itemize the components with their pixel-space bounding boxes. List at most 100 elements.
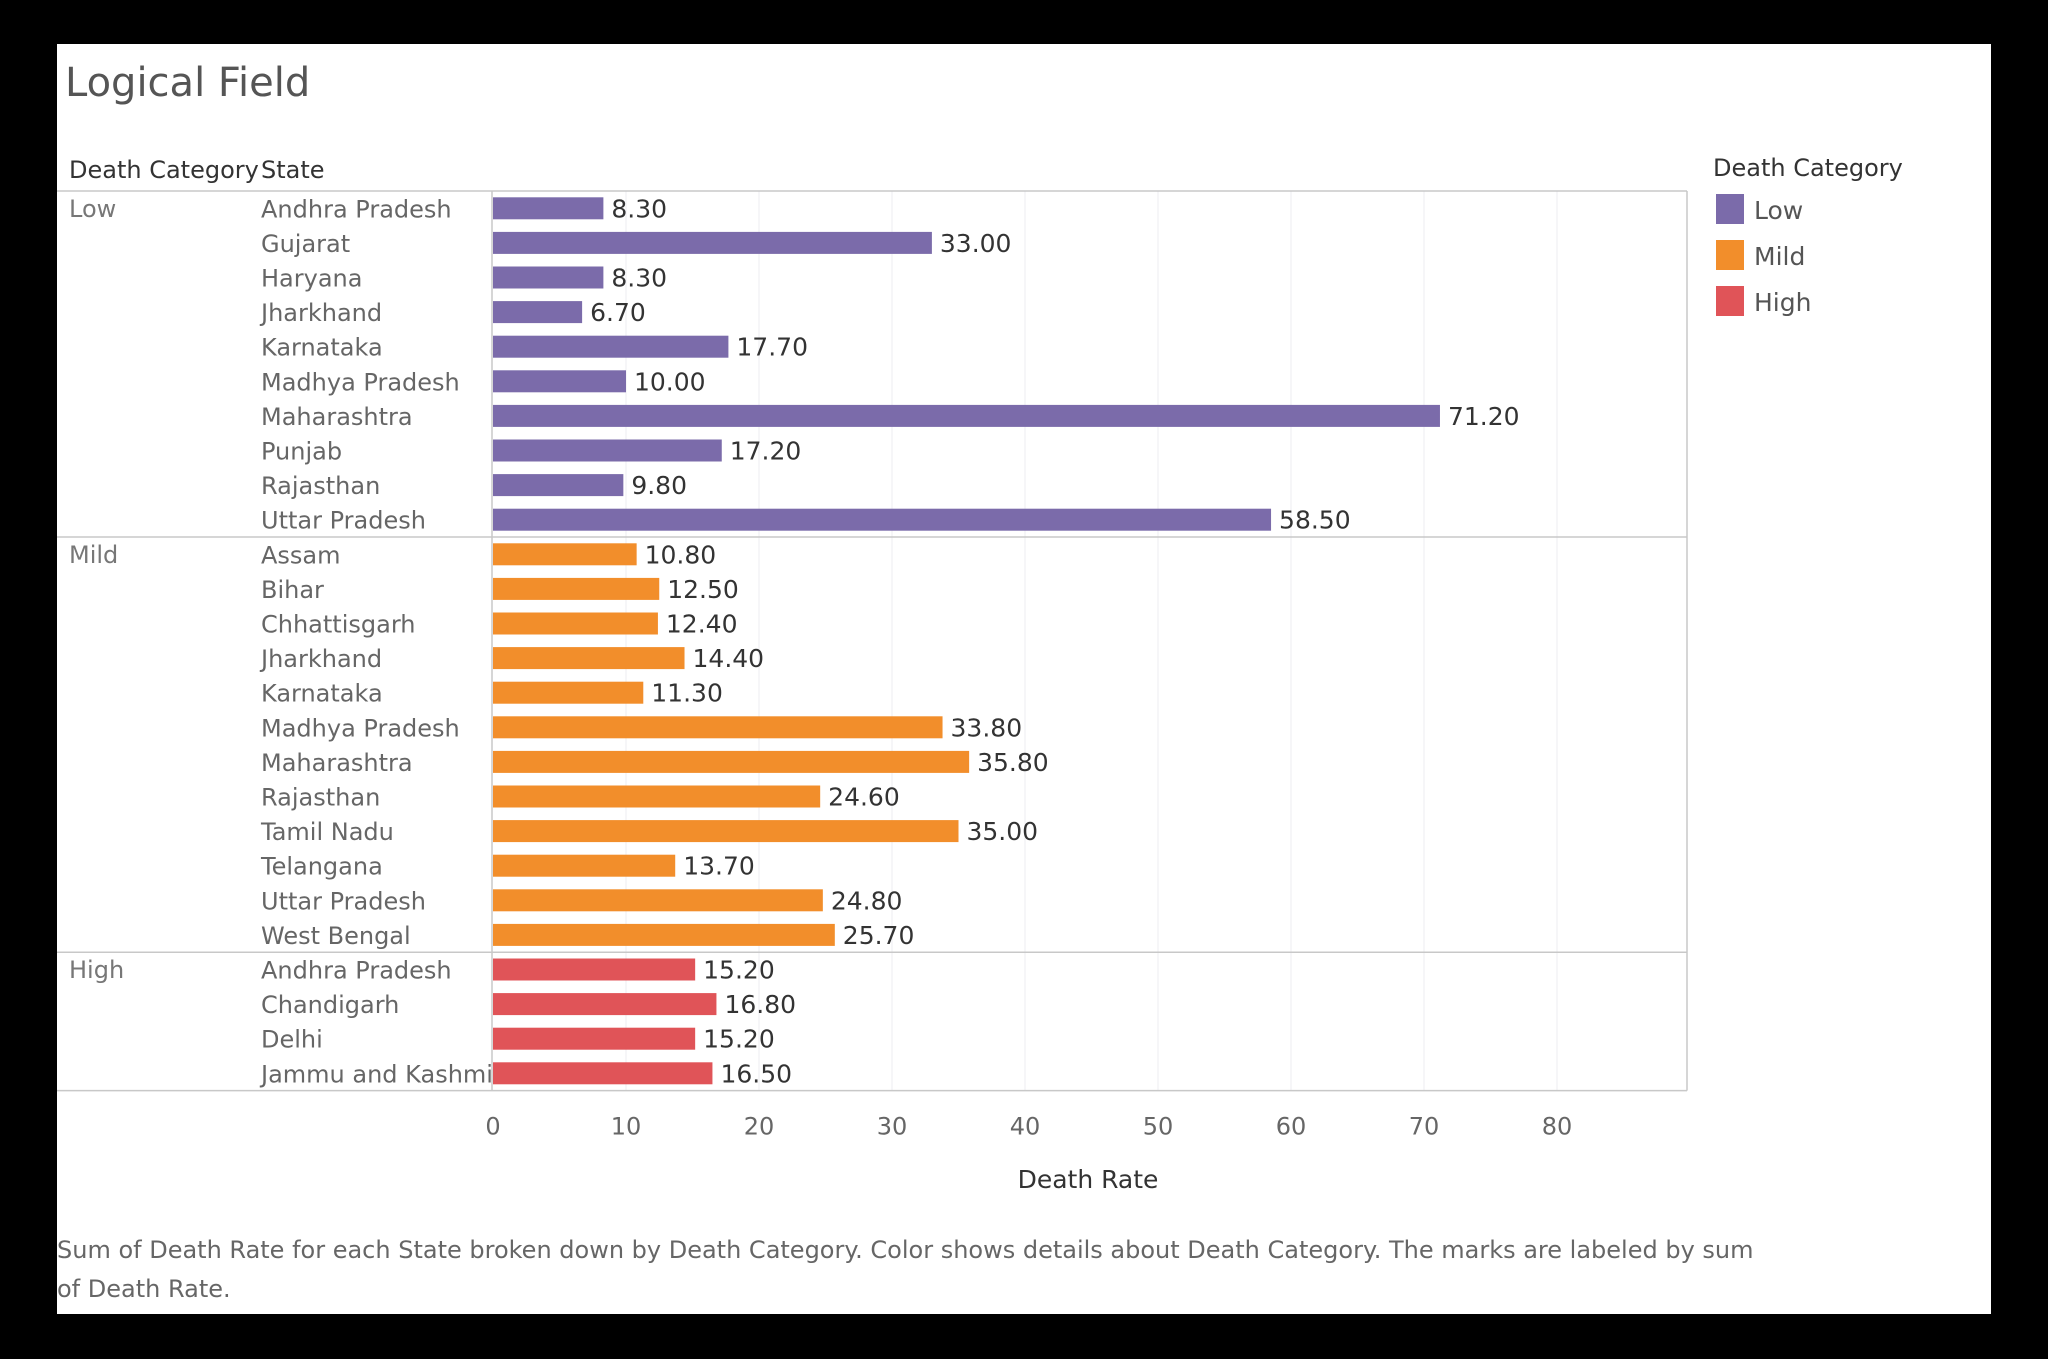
bar-row[interactable]: Rajasthan 24.60: [261, 783, 900, 812]
legend-swatch: [1716, 286, 1744, 316]
state-label: Telangana: [260, 853, 383, 881]
bar[interactable]: [493, 958, 696, 981]
bar-value-label: 71.20: [1448, 402, 1520, 431]
bar-value-label: 8.30: [611, 264, 667, 293]
bar-row[interactable]: Chhattisgarh 12.40: [261, 610, 737, 639]
bar[interactable]: [493, 404, 1440, 427]
state-label: Tamil Nadu: [260, 818, 394, 846]
bar-value-label: 9.80: [631, 471, 687, 500]
state-label: Uttar Pradesh: [261, 887, 426, 915]
bar-row[interactable]: Gujarat 33.00: [261, 229, 1011, 258]
bar[interactable]: [493, 923, 835, 946]
bar-value-label: 58.50: [1279, 506, 1351, 535]
state-label: Chandigarh: [261, 991, 399, 1019]
bar[interactable]: [493, 266, 604, 289]
bar-row[interactable]: Delhi 15.20: [261, 1025, 775, 1054]
bar-row[interactable]: Karnataka 17.70: [261, 333, 808, 362]
bar[interactable]: [493, 820, 959, 843]
bar[interactable]: [493, 508, 1272, 531]
legend[interactable]: Low Mild High: [1716, 194, 1811, 317]
bar-value-label: 25.70: [843, 921, 915, 950]
bar-row[interactable]: Maharashtra 35.80: [261, 748, 1049, 777]
bar-row[interactable]: Uttar Pradesh 58.50: [261, 506, 1351, 535]
state-label: Jammu and Kashmir: [259, 1060, 503, 1088]
bar[interactable]: [493, 197, 604, 220]
bar-row[interactable]: Jammu and Kashmir 16.50: [259, 1059, 792, 1088]
bar-row[interactable]: Jharkhand 14.40: [259, 644, 764, 673]
bar-row[interactable]: Telangana 13.70: [260, 852, 755, 881]
bar[interactable]: [493, 750, 970, 773]
bar[interactable]: [493, 716, 943, 739]
bar[interactable]: [493, 474, 624, 497]
group-low: Low Andhra Pradesh 8.30 Gujarat 33.00 Haryana…: [69, 194, 1520, 534]
state-label: Rajasthan: [261, 784, 380, 812]
bar[interactable]: [493, 681, 644, 704]
bar[interactable]: [493, 370, 626, 393]
bar[interactable]: [493, 993, 717, 1016]
legend-item-mild[interactable]: Mild: [1716, 240, 1805, 271]
bar[interactable]: [493, 577, 660, 600]
group-mild: Mild Assam 10.80 Bihar 12.50 Chhattisgarh 12.4…: [69, 540, 1049, 950]
category-label: Low: [69, 195, 116, 223]
bar-row[interactable]: Andhra Pradesh 8.30: [261, 194, 667, 223]
bar-value-label: 33.80: [951, 713, 1023, 742]
bar-row[interactable]: Andhra Pradesh 15.20: [261, 956, 775, 985]
legend-item-low[interactable]: Low: [1716, 194, 1803, 225]
bar-value-label: 16.80: [724, 990, 796, 1019]
bar-chart: Logical Field Death Category State Low An…: [57, 60, 1903, 1194]
x-tick-label: 10: [611, 1113, 642, 1141]
state-label: Andhra Pradesh: [261, 195, 452, 223]
bar-value-label: 11.30: [651, 679, 723, 708]
bar-value-label: 14.40: [693, 644, 765, 673]
bar-row[interactable]: Madhya Pradesh 10.00: [261, 367, 706, 396]
bar-row[interactable]: Karnataka 11.30: [261, 679, 723, 708]
x-tick-label: 20: [744, 1113, 775, 1141]
x-tick-label: 50: [1143, 1113, 1174, 1141]
bar-row[interactable]: Rajasthan 9.80: [261, 471, 687, 500]
bar-row[interactable]: West Bengal 25.70: [261, 921, 914, 950]
x-axis-ticks: 0 10 20 30 40 50 60 70 80: [485, 1113, 1572, 1141]
bar[interactable]: [493, 647, 685, 670]
chart-panel: Logical Field Death Category State Low An…: [57, 44, 1991, 1314]
legend-label: High: [1754, 288, 1811, 317]
bar-row[interactable]: Chandigarh 16.80: [261, 990, 796, 1019]
state-label: Maharashtra: [261, 403, 413, 431]
bar-value-label: 6.70: [590, 298, 646, 327]
bar[interactable]: [493, 543, 637, 566]
group-high: High Andhra Pradesh 15.20 Chandigarh 16.80 De…: [69, 956, 796, 1089]
bar[interactable]: [493, 231, 932, 254]
x-tick-label: 0: [485, 1113, 500, 1141]
chart-rows: Low Andhra Pradesh 8.30 Gujarat 33.00 Haryana…: [69, 194, 1520, 1088]
state-label: Punjab: [261, 438, 342, 466]
bar[interactable]: [493, 439, 722, 462]
state-label: Maharashtra: [261, 749, 413, 777]
bar[interactable]: [493, 301, 583, 324]
x-tick-label: 30: [877, 1113, 908, 1141]
bar-row[interactable]: Punjab 17.20: [261, 437, 801, 466]
bar-value-label: 33.00: [940, 229, 1012, 258]
legend-label: Mild: [1754, 242, 1805, 271]
bar-row[interactable]: Madhya Pradesh 33.80: [261, 713, 1022, 742]
bar[interactable]: [493, 889, 823, 912]
bar[interactable]: [493, 785, 821, 808]
legend-item-high[interactable]: High: [1716, 286, 1811, 317]
bar-row[interactable]: Haryana 8.30: [261, 264, 667, 293]
bar-value-label: 15.20: [703, 956, 775, 985]
chart-title: Logical Field: [65, 60, 310, 106]
bar-row[interactable]: Maharashtra 71.20: [261, 402, 1520, 431]
x-axis-title: Death Rate: [1018, 1165, 1159, 1194]
bar[interactable]: [493, 854, 676, 877]
bar-row[interactable]: Bihar 12.50: [261, 575, 739, 604]
state-label: Karnataka: [261, 680, 383, 708]
bar[interactable]: [493, 612, 658, 635]
bar[interactable]: [493, 1062, 713, 1085]
bar-row[interactable]: Assam 10.80: [261, 540, 716, 569]
bar[interactable]: [493, 1027, 696, 1050]
bar-row[interactable]: Jharkhand 6.70: [259, 298, 646, 327]
bar-row[interactable]: Uttar Pradesh 24.80: [261, 886, 902, 915]
bar[interactable]: [493, 335, 729, 358]
bar-row[interactable]: Tamil Nadu 35.00: [260, 817, 1038, 846]
state-label: Gujarat: [261, 230, 350, 258]
chart-caption: Sum of Death Rate for each State broken …: [57, 1236, 1754, 1303]
state-label: Karnataka: [261, 334, 383, 362]
